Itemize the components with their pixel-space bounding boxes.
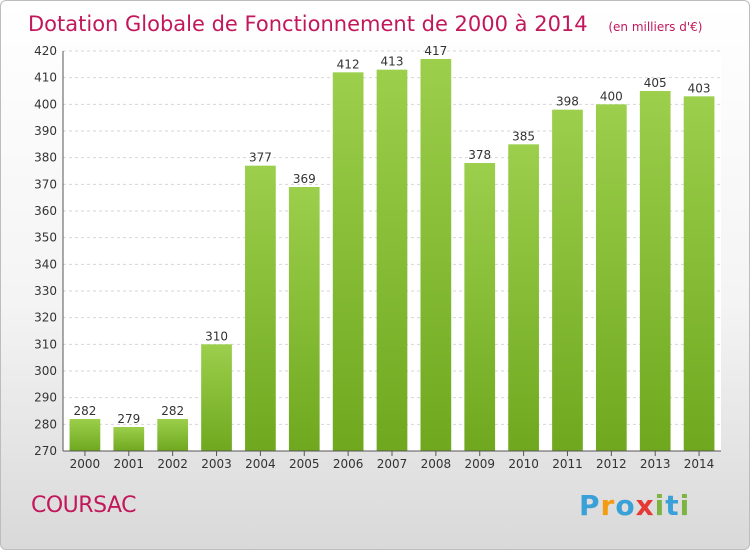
logo-letter: o (615, 489, 636, 522)
bar (683, 96, 715, 451)
chart-title: Dotation Globale de Fonctionnement de 20… (28, 12, 588, 36)
logo-letter: r (600, 489, 616, 522)
logo-letter: i (679, 489, 691, 522)
bar-value-label: 279 (117, 412, 140, 426)
x-tick-label: 2013 (640, 457, 671, 471)
bar (157, 419, 189, 451)
bar-value-label: 403 (688, 81, 711, 95)
y-tick-label: 330 (34, 284, 57, 298)
y-tick-label: 420 (34, 44, 57, 58)
bar-value-label: 385 (512, 129, 535, 143)
bar (595, 104, 627, 451)
bar-value-label: 400 (600, 89, 623, 103)
x-tick-label: 2008 (421, 457, 452, 471)
bar (508, 144, 539, 452)
bar (552, 109, 583, 452)
bar-value-label: 412 (337, 57, 360, 71)
logo-letter: t (665, 489, 680, 522)
logo-letter: P (579, 489, 601, 522)
bar-value-label: 369 (293, 172, 316, 186)
y-tick-label: 350 (34, 231, 57, 245)
y-tick-label: 400 (34, 97, 57, 111)
x-tick-label: 2005 (289, 457, 320, 471)
y-tick-label: 380 (34, 151, 57, 165)
y-tick-label: 310 (34, 337, 57, 351)
y-tick-label: 280 (34, 417, 57, 431)
bar-value-label: 378 (468, 148, 491, 162)
x-tick-label: 2006 (333, 457, 364, 471)
x-tick-label: 2011 (552, 457, 583, 471)
x-tick-label: 2000 (70, 457, 101, 471)
bar-value-label: 282 (73, 404, 96, 418)
y-tick-label: 390 (34, 124, 57, 138)
x-tick-label: 2003 (201, 457, 232, 471)
bar (245, 165, 276, 451)
bar (464, 163, 496, 451)
bar-value-label: 413 (381, 55, 404, 69)
logo-letter: x (635, 489, 655, 522)
bar (69, 419, 101, 451)
y-tick-label: 270 (34, 444, 57, 458)
chart-title-area: Dotation Globale de Fonctionnement de 20… (28, 12, 702, 36)
bar-value-label: 405 (644, 76, 667, 90)
x-tick-label: 2007 (377, 457, 408, 471)
bar-value-label: 398 (556, 95, 579, 109)
y-tick-label: 320 (34, 311, 57, 325)
x-tick-label: 2014 (684, 457, 715, 471)
bar (639, 91, 671, 451)
y-tick-label: 290 (34, 391, 57, 405)
x-tick-label: 2001 (114, 457, 145, 471)
bar (376, 69, 408, 452)
axes: 270 280 290 300 310 320 330 340 350 360 370 380 390 4… (34, 44, 721, 471)
x-tick-label: 2004 (245, 457, 276, 471)
bar-value-label: 282 (161, 404, 184, 418)
bar-value-label: 417 (424, 44, 447, 58)
proxiti-logo: Proxiti (579, 489, 690, 522)
bar (201, 344, 232, 451)
bar-chart: 282 279 282 310 377 369 412 413 417 378 385 398 400 4… (34, 44, 721, 471)
x-tick-label: 2002 (157, 457, 188, 471)
x-tick-label: 2010 (508, 457, 539, 471)
bar (288, 187, 320, 451)
y-tick-label: 340 (34, 257, 57, 271)
bar (332, 72, 364, 451)
y-tick-label: 300 (34, 364, 57, 378)
municipality-name: COURSAC (31, 493, 136, 518)
x-tick-label: 2012 (596, 457, 627, 471)
y-tick-label: 370 (34, 177, 57, 191)
bars: 282 279 282 310 377 369 412 413 417 378 385 398 400 4… (69, 44, 715, 452)
logo-letter: i (654, 489, 666, 522)
x-tick-label: 2009 (464, 457, 495, 471)
bar (113, 427, 145, 451)
bar-value-label: 377 (249, 151, 272, 165)
bar (420, 59, 452, 451)
chart-unit-note: (en milliers d'€) (608, 20, 702, 34)
y-tick-label: 410 (34, 71, 57, 85)
bar-value-label: 310 (205, 329, 228, 343)
y-tick-label: 360 (34, 204, 57, 218)
svg-text:Dotation Globale de Fonctionne: Dotation Globale de Fonctionnement de 20… (28, 12, 702, 36)
